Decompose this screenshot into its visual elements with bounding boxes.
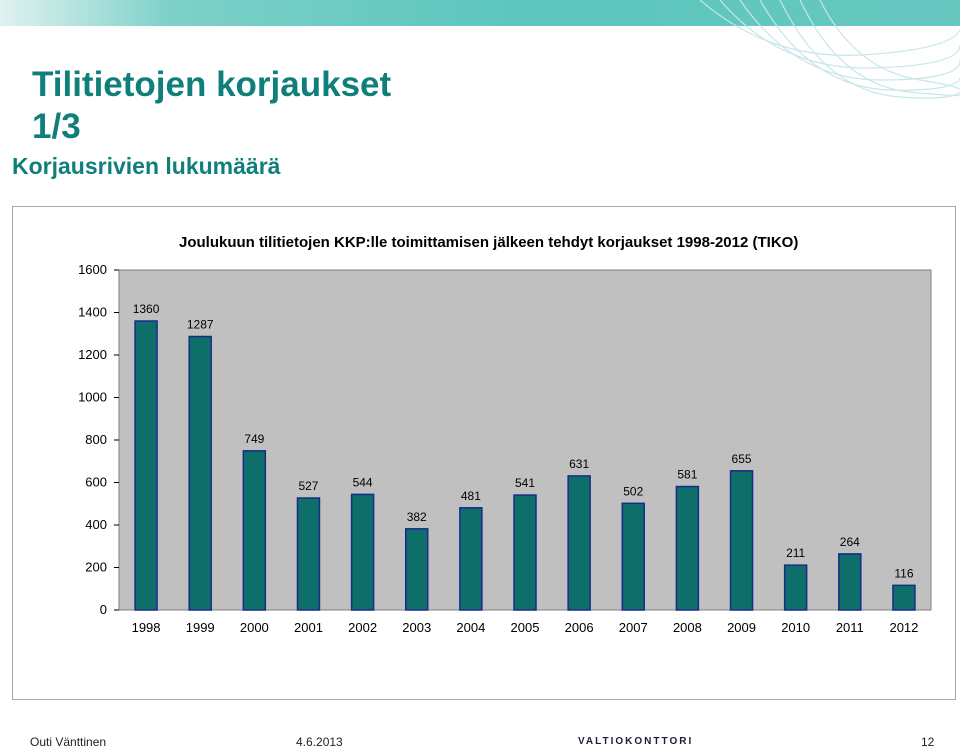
- x-tick-label: 2003: [402, 620, 431, 635]
- x-tick-label: 2004: [456, 620, 485, 635]
- data-label: 116: [894, 566, 913, 580]
- bar: [296, 497, 321, 611]
- bar: [729, 470, 754, 611]
- bar: [404, 528, 429, 611]
- y-tick-label: 1000: [78, 390, 107, 405]
- data-label: 481: [461, 489, 481, 503]
- bar: [350, 493, 375, 611]
- x-tick-label: 2012: [889, 620, 918, 635]
- data-label: 264: [840, 535, 860, 549]
- slide-title: Tilitietojen korjaukset 1/3: [32, 64, 391, 148]
- slide-title-line1: Tilitietojen korjaukset: [32, 65, 392, 104]
- x-tick-label: 2010: [781, 620, 810, 635]
- data-label: 502: [623, 484, 643, 498]
- footer: Outi Vänttinen 4.6.2013 VALTIOKONTTORI 1…: [0, 720, 960, 749]
- bar: [675, 485, 700, 611]
- data-label: 527: [298, 479, 318, 493]
- data-label: 655: [732, 452, 752, 466]
- bar: [567, 475, 591, 611]
- x-tick-label: 1999: [186, 620, 215, 635]
- y-tick-label: 800: [85, 432, 107, 447]
- slide-subtitle: Korjausrivien lukumäärä: [12, 153, 281, 179]
- bar: [459, 507, 483, 611]
- x-tick-label: 2005: [511, 620, 540, 635]
- chart-frame: Joulukuun tilitietojen KKP:lle toimittam…: [12, 206, 956, 700]
- data-label: 631: [569, 457, 589, 471]
- data-label: 211: [786, 546, 805, 560]
- y-tick-label: 600: [85, 475, 107, 490]
- bar: [621, 502, 646, 611]
- header-band: [0, 0, 960, 26]
- data-label: 749: [244, 432, 264, 446]
- footer-page-number: 12: [921, 735, 935, 749]
- bar-chart: Joulukuun tilitietojen KKP:lle toimittam…: [78, 234, 932, 635]
- footer-logo: VALTIOKONTTORI: [578, 736, 694, 747]
- x-tick-label: 2002: [348, 620, 377, 635]
- data-label: 581: [677, 468, 697, 482]
- data-label: 544: [353, 475, 373, 489]
- y-tick-label: 1400: [78, 305, 107, 320]
- chart-title: Joulukuun tilitietojen KKP:lle toimittam…: [179, 234, 798, 251]
- data-label: 1360: [133, 302, 160, 316]
- bar: [783, 564, 808, 611]
- y-tick-label: 400: [85, 517, 107, 532]
- y-tick-label: 1200: [78, 347, 107, 362]
- x-tick-label: 2000: [240, 620, 269, 635]
- x-tick-label: 2008: [673, 620, 702, 635]
- y-tick-label: 0: [100, 602, 107, 617]
- x-tick-label: 2009: [727, 620, 756, 635]
- bar: [838, 553, 862, 611]
- x-tick-label: 2011: [836, 620, 864, 635]
- x-tick-label: 2001: [294, 620, 323, 635]
- bar: [892, 584, 916, 611]
- y-tick-label: 200: [85, 560, 107, 575]
- slide-title-line2: 1/3: [32, 107, 81, 146]
- x-tick-label: 2007: [619, 620, 648, 635]
- wave-decoration-icon: [700, 0, 960, 100]
- x-tick-label: 1998: [132, 620, 161, 635]
- bar: [513, 494, 537, 611]
- y-tick-label: 1600: [78, 262, 107, 277]
- data-label: 382: [407, 510, 427, 524]
- bar: [188, 335, 212, 611]
- x-tick-label: 2006: [565, 620, 594, 635]
- bar: [242, 450, 267, 611]
- bar: [134, 320, 158, 611]
- footer-date: 4.6.2013: [296, 735, 343, 749]
- footer-author: Outi Vänttinen: [30, 735, 107, 749]
- data-label: 541: [515, 476, 535, 490]
- data-label: 1287: [187, 318, 214, 332]
